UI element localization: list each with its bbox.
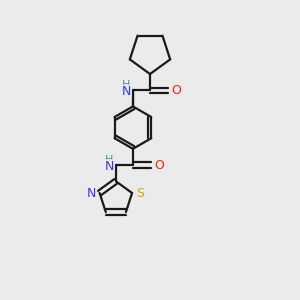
Text: N: N bbox=[87, 187, 96, 200]
Text: H: H bbox=[105, 155, 114, 165]
Text: S: S bbox=[136, 187, 144, 200]
Text: H: H bbox=[122, 80, 130, 90]
Text: O: O bbox=[154, 158, 164, 172]
Text: N: N bbox=[122, 85, 131, 98]
Text: N: N bbox=[105, 160, 114, 173]
Text: O: O bbox=[172, 84, 182, 97]
